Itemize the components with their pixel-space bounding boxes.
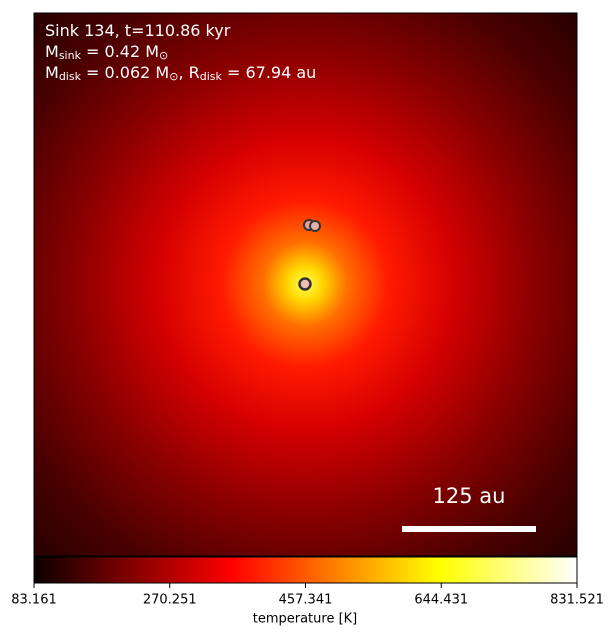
annotation-subscript: disk (59, 70, 82, 83)
annotation-subscript: ⊙ (169, 70, 178, 83)
annotation-subscript: disk (200, 70, 223, 83)
annotation-text: , R (178, 63, 199, 82)
scale-bar (402, 526, 536, 532)
colorbar-tick-label: 457.341 (279, 593, 333, 608)
annotation-subscript: ⊙ (159, 49, 168, 62)
colorbar-tick-label: 270.251 (143, 593, 197, 608)
colorbar-tick-label: 83.161 (11, 593, 57, 608)
annotation: Sink 134, t=110.86 kyr (45, 21, 231, 40)
annotation: Mdisk = 0.062 M⊙, Rdisk = 67.94 au (45, 63, 316, 84)
colorbar-tick-label: 644.431 (414, 593, 468, 608)
colorbar-label: temperature [K] (253, 612, 358, 627)
annotation-text: = 67.94 au (222, 63, 316, 82)
annotation-text: Sink 134, t=110.86 kyr (45, 21, 231, 40)
annotation-text: = 0.42 M (81, 42, 159, 61)
sink-marker (298, 277, 312, 291)
annotation: Msink = 0.42 M⊙ (45, 42, 168, 63)
annotation-text: = 0.062 M (81, 63, 169, 82)
sink-marker (309, 220, 321, 232)
annotation-subscript: sink (59, 49, 82, 62)
annotation-text: M (45, 63, 59, 82)
scale-bar-label: 125 au (433, 484, 506, 508)
colorbar-tick-label: 831.521 (550, 593, 604, 608)
sink-markers (298, 219, 321, 291)
annotation-text: M (45, 42, 59, 61)
colorbar (33, 556, 578, 584)
